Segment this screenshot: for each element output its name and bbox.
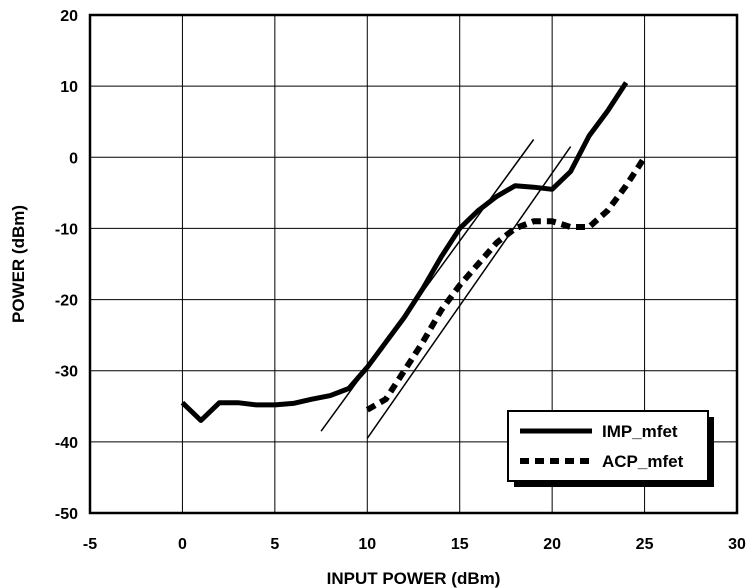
y-tick-label: -40 [55, 435, 78, 452]
series-line-imp-mfet [180, 81, 629, 423]
plot-frame [88, 13, 739, 515]
legend-box [507, 410, 709, 482]
y-tick-label: -10 [55, 221, 78, 238]
y-tick-labels: -50 -40 -30 -20 -10 0 10 20 [55, 8, 78, 523]
y-tick-label: 0 [69, 150, 78, 167]
y-axis-label: POWER (dBm) [9, 205, 28, 323]
x-tick-label: 25 [636, 536, 654, 553]
x-tick-label: 5 [270, 536, 279, 553]
x-tick-label: 20 [543, 536, 561, 553]
legend-label-imp-mfet: IMP_mfet [602, 422, 678, 441]
legend-label-acp-mfet: ACP_mfet [602, 452, 684, 471]
legend: IMP_mfet ACP_mfet [507, 410, 714, 487]
y-tick-label: 10 [60, 79, 78, 96]
y-tick-label: -20 [55, 293, 78, 310]
x-tick-label: -5 [83, 536, 97, 553]
x-tick-label: 15 [451, 536, 469, 553]
grid [89, 14, 738, 514]
y-tick-label: -50 [55, 506, 78, 523]
x-tick-label: 10 [358, 536, 376, 553]
x-tick-label: 30 [728, 536, 746, 553]
series-line-acp-mfet [365, 155, 648, 413]
reference-lines [320, 139, 572, 439]
reference-line-2 [366, 146, 572, 439]
x-axis-label: INPUT POWER (dBm) [327, 569, 501, 588]
y-tick-label: 20 [60, 8, 78, 25]
y-tick-label: -30 [55, 364, 78, 381]
series-lines [180, 81, 648, 423]
x-tick-labels: -5 0 5 10 15 20 25 30 [83, 536, 746, 553]
x-tick-label: 0 [178, 536, 187, 553]
